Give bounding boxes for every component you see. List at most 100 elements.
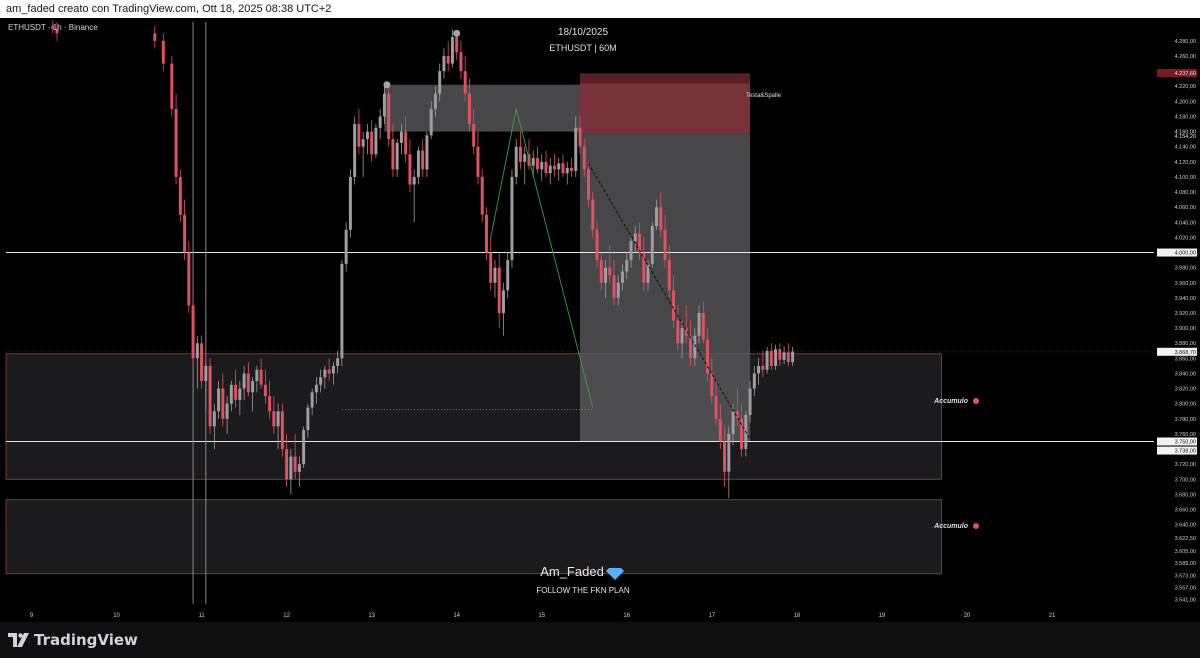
x-tick-label: 20 — [964, 613, 971, 619]
candle-body — [612, 275, 616, 298]
candle-body — [263, 384, 267, 397]
candle-body — [246, 373, 250, 393]
candle-body — [574, 127, 578, 171]
y-tick-label: 3.680,00 — [1175, 492, 1196, 498]
diamond-icon — [606, 568, 624, 580]
y-tick-label: 3.920,00 — [1175, 311, 1196, 317]
candle-body — [433, 93, 437, 109]
candle-body — [336, 358, 340, 366]
candle-body — [429, 108, 433, 136]
x-tick-label: 16 — [623, 613, 630, 619]
candle-body — [638, 233, 642, 253]
candle-body — [778, 349, 782, 360]
x-tick-label: 17 — [708, 613, 715, 619]
x-tick-label: 21 — [1049, 613, 1056, 619]
candle-body — [268, 396, 272, 412]
candle-body — [650, 226, 654, 264]
candle-body — [489, 252, 493, 283]
candle-body — [535, 158, 539, 170]
pivot-marker — [453, 29, 461, 37]
candle-body — [174, 108, 178, 177]
candle-body — [370, 131, 374, 155]
watermark-tagline: FOLLOW THE FKN PLAN — [536, 586, 629, 595]
candle-body — [608, 267, 612, 276]
candle-body — [531, 158, 535, 166]
candle-body — [153, 33, 157, 41]
candle-body — [467, 93, 471, 125]
candle-body — [306, 407, 310, 431]
candle-body — [604, 267, 607, 283]
y-tick-label: 4.080,00 — [1175, 190, 1196, 196]
candle-body — [221, 388, 225, 419]
candle-body — [314, 384, 318, 393]
candle-body — [442, 56, 446, 72]
candle-body — [659, 207, 663, 230]
candle-body — [599, 260, 603, 283]
price-label: 3.868,70 — [1175, 350, 1196, 356]
candle-body — [595, 229, 599, 261]
y-tick-label: 3.960,00 — [1175, 281, 1196, 287]
y-tick-label: 3.880,00 — [1175, 341, 1196, 347]
x-tick-label: 9 — [30, 613, 34, 619]
candle-body — [293, 456, 297, 472]
candle-body — [510, 176, 514, 261]
candle-body — [621, 271, 625, 283]
candle-body — [765, 350, 769, 370]
y-tick-label: 3.589,00 — [1175, 561, 1196, 567]
candle-body — [684, 328, 688, 336]
candle-body — [310, 392, 314, 408]
candle-body — [55, 28, 59, 34]
candle-body — [463, 71, 467, 94]
candle-body — [365, 131, 369, 140]
zone-label-accumulo-lower: Accumulo — [933, 523, 969, 530]
x-tick-label: 10 — [113, 613, 120, 619]
candle-body — [251, 381, 255, 393]
accumulo-zone-1 — [5, 353, 942, 480]
candle-body — [374, 127, 378, 155]
y-tick-label: 4.040,00 — [1175, 220, 1196, 226]
candle-body — [672, 290, 676, 321]
candle-body — [395, 142, 399, 170]
candle-body — [540, 161, 544, 170]
x-tick-label: 13 — [368, 613, 375, 619]
candle-body — [667, 260, 671, 291]
x-tick-label: 18 — [794, 613, 801, 619]
price-label: 4.160,00 — [1175, 130, 1196, 136]
x-tick-label: 19 — [879, 613, 886, 619]
candle-body — [319, 377, 323, 385]
x-tick-label: 12 — [283, 613, 290, 619]
candle-body — [455, 37, 459, 53]
y-tick-label: 4.120,00 — [1175, 160, 1196, 166]
y-tick-label: 3.660,00 — [1175, 508, 1196, 514]
candle-body — [565, 167, 569, 174]
pivot-marker — [383, 81, 391, 89]
pattern-label: Testa&Spalle — [746, 93, 782, 99]
candle-body — [353, 124, 357, 177]
price-label-bg — [1157, 248, 1197, 257]
candle-body — [425, 135, 429, 170]
candle-body — [689, 335, 693, 359]
candle-body — [280, 411, 284, 450]
candle-body — [782, 352, 786, 360]
tradingview-logo-icon — [8, 633, 29, 647]
candle-body — [212, 411, 216, 427]
candle-body — [357, 124, 361, 147]
candle-body — [225, 403, 229, 419]
candle-body — [191, 305, 195, 359]
candle-body — [548, 165, 552, 174]
candle-body — [769, 350, 773, 366]
candle-body — [399, 131, 403, 143]
candle-body — [438, 71, 442, 94]
candle-body — [591, 199, 595, 230]
candle-body — [693, 335, 697, 359]
zone-target-icon — [973, 523, 979, 529]
candle-body — [761, 365, 765, 370]
y-tick-label: 3.780,00 — [1175, 417, 1196, 423]
tradingview-logo[interactable]: TradingView — [8, 631, 138, 649]
candle-body — [748, 388, 752, 416]
attribution-text: am_faded creato con TradingView.com, Ott… — [6, 3, 332, 15]
candle-body — [544, 161, 548, 174]
candle-body — [178, 176, 182, 215]
y-tick-label: 4.140,00 — [1175, 145, 1196, 151]
price-chart[interactable]: 4.280,004.260,004.240,004.220,004.200,00… — [0, 18, 1200, 622]
